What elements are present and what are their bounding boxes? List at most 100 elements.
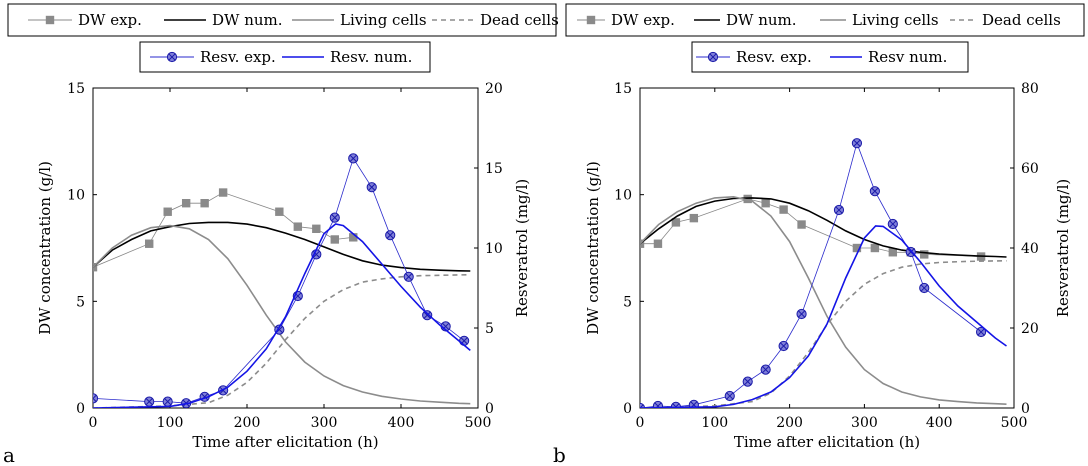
data-point (975, 326, 987, 338)
x-tick-label: 200 (776, 415, 803, 431)
y2-tick-label: 20 (485, 81, 503, 97)
plot-frame (639, 87, 1015, 409)
data-point (870, 243, 880, 253)
y-tick-label: 5 (76, 294, 85, 310)
marker-cross (145, 398, 153, 406)
y2-tick-label: 40 (1021, 241, 1039, 257)
data-point (689, 213, 699, 223)
data-point (833, 204, 845, 216)
data-point (761, 199, 770, 208)
legend-item: DW exp. (28, 11, 142, 29)
y2-tick-label: 0 (1021, 401, 1030, 417)
legend-item: Resv num. (830, 48, 947, 66)
marker-cross (93, 394, 97, 402)
y-tick-label: 0 (623, 401, 632, 417)
data-point (724, 390, 735, 402)
legend-item: Resv. num. (282, 48, 412, 66)
marker-cross (977, 328, 985, 336)
series-resv-num (640, 225, 1007, 408)
legend-label: Resv num. (868, 48, 947, 66)
marker-cross (853, 139, 861, 147)
series-line (93, 223, 471, 408)
series-dw-exp (93, 188, 358, 272)
series-dw-exp (640, 194, 986, 261)
marker-cross (835, 206, 843, 214)
series-line (640, 197, 1007, 258)
x-tick-label: 0 (636, 415, 645, 431)
data-point (349, 233, 358, 242)
series-living-cells (640, 195, 1007, 405)
x-tick-label: 400 (388, 415, 415, 431)
data-point (348, 153, 359, 164)
legend-marker (166, 51, 178, 63)
data-point (869, 186, 880, 197)
y2-tick-label: 5 (485, 321, 494, 337)
data-point (293, 222, 303, 231)
marker-cross (164, 398, 172, 406)
series-resv-exp (640, 138, 987, 408)
data-point (852, 243, 862, 253)
legend-label: Resv. exp. (736, 48, 812, 66)
legend-label: DW num. (212, 11, 283, 29)
data-point (742, 376, 753, 387)
x-tick-label: 100 (157, 415, 184, 431)
series-living-cells (93, 224, 471, 405)
y2-tick-label: 15 (485, 161, 503, 177)
data-point (887, 218, 898, 230)
legend-marker (45, 15, 55, 25)
legend-frame (7, 3, 557, 37)
marker-cross (168, 53, 176, 61)
data-point (652, 400, 664, 408)
series-line (640, 260, 1007, 408)
legend-label: DW exp. (78, 11, 142, 29)
plot-frame (92, 87, 479, 409)
y-tick-label: 15 (614, 81, 632, 97)
data-point (743, 194, 752, 204)
marker-cross (709, 53, 717, 61)
y2-tick-label: 20 (1021, 321, 1039, 337)
legend-item: Dead cells (432, 11, 559, 29)
data-point (329, 212, 340, 223)
legend-item: Living cells (292, 11, 427, 29)
marker-circle (93, 393, 99, 404)
x-tick-label: 300 (851, 415, 878, 431)
legend-item: Living cells (820, 11, 939, 29)
y2-tick-label: 60 (1021, 161, 1039, 177)
series-line (640, 141, 982, 408)
series-resv-exp (93, 153, 470, 408)
data-point (162, 396, 173, 407)
y-tick-label: 10 (67, 188, 85, 204)
y2-tick-label: 0 (485, 401, 494, 417)
x-tick-label: 300 (311, 415, 338, 431)
marker-cross (798, 310, 806, 318)
series-dw-num (640, 197, 1007, 258)
marker-cross (780, 342, 788, 350)
x-tick-label: 500 (1001, 415, 1028, 431)
legend-label: DW num. (726, 11, 797, 29)
data-point (163, 207, 172, 216)
marker-cross (386, 231, 394, 239)
data-point (919, 282, 930, 294)
x-tick-label: 500 (465, 415, 492, 431)
data-point (459, 335, 470, 346)
legend-marker (707, 51, 719, 63)
x-tick-label: 200 (234, 415, 261, 431)
data-point (218, 188, 228, 197)
x-tick-label: 100 (701, 415, 728, 431)
data-point (403, 271, 414, 282)
series-dw-num (93, 221, 471, 272)
data-point (779, 205, 788, 214)
series-dead-cells (93, 273, 471, 408)
legend-label: Resv. exp. (200, 48, 276, 66)
legend-label: Living cells (852, 11, 939, 29)
marker-cross (349, 154, 357, 162)
x-axis-label: Time after elicitation (h) (192, 433, 378, 451)
marker-cross (654, 402, 662, 408)
legend-item: DW exp. (577, 11, 675, 29)
data-point (144, 396, 155, 407)
data-point (93, 393, 99, 404)
data-point (760, 364, 771, 375)
